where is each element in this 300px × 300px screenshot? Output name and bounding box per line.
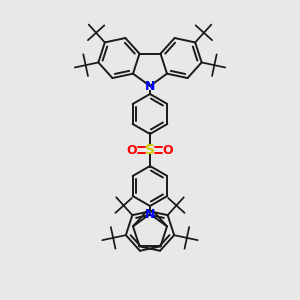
Text: N: N (145, 208, 155, 220)
Text: N: N (145, 80, 155, 92)
Text: S: S (145, 143, 155, 157)
Text: O: O (163, 143, 173, 157)
Text: O: O (127, 143, 137, 157)
